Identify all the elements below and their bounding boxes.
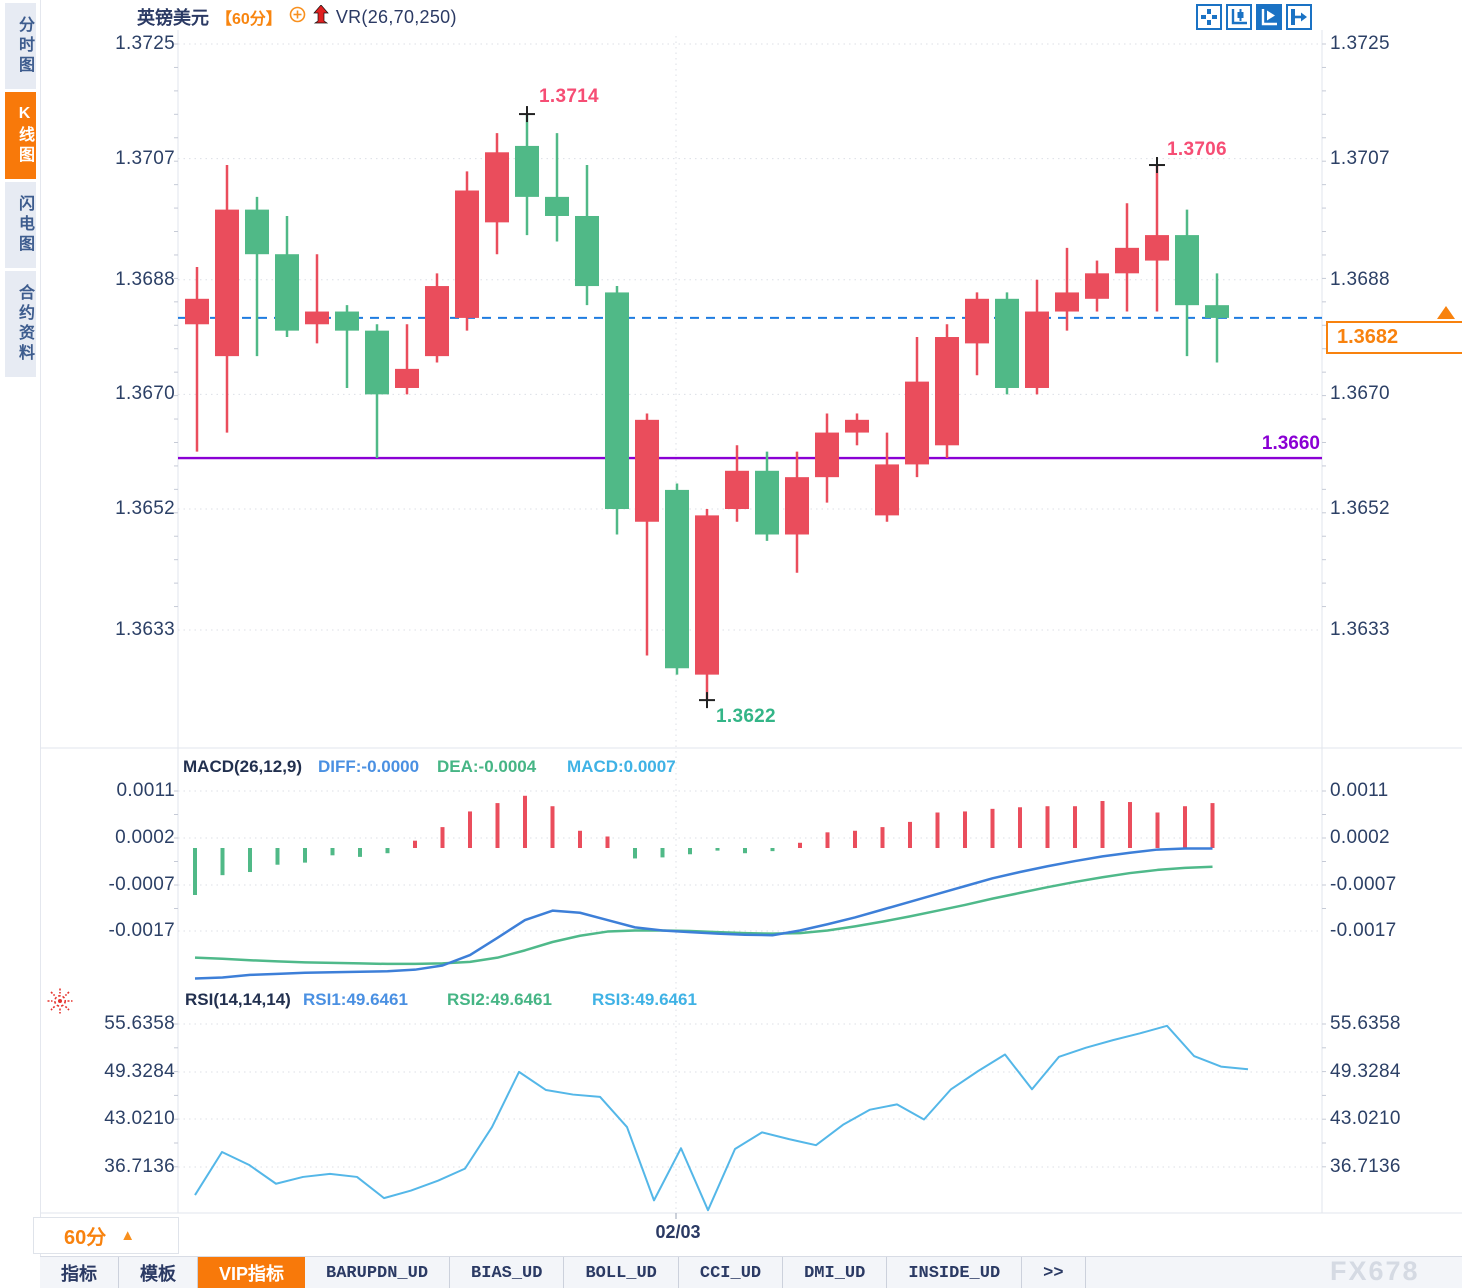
price-axis-right-3: 1.3688: [1330, 268, 1390, 290]
macd-axis-right-1: 0.0011: [1330, 780, 1389, 801]
sidebar: 分时图 K线图 闪电图 合约资料: [0, 0, 41, 1288]
price-axis-right-4: 1.3670: [1330, 383, 1390, 405]
watermark: FX678: [1330, 1256, 1420, 1286]
support-level-label: 1.3660: [1261, 433, 1320, 454]
bottom-tab-3[interactable]: VIP指标: [198, 1257, 306, 1288]
price-axis-right-5: 1.3652: [1330, 498, 1390, 519]
rsi-axis-left-4: 36.7136: [104, 1156, 175, 1177]
bottom-tab-10[interactable]: >>: [1022, 1257, 1086, 1288]
rsi-axis-right-3: 43.0210: [1330, 1108, 1401, 1129]
triangle-up-icon: ▲: [120, 1227, 136, 1244]
rsi-axis-left-3: 43.0210: [104, 1108, 175, 1129]
sidebar-tab-4[interactable]: 合约资料: [5, 271, 36, 377]
period-selector-label: 60分: [64, 1227, 107, 1249]
price-axis-right-1: 1.3725: [1330, 33, 1390, 54]
price-up-triangle-icon: [1437, 306, 1455, 319]
sidebar-tab-1[interactable]: 分时图: [5, 3, 36, 89]
macd-axis-left-2: 0.0002: [115, 827, 175, 848]
macd-axis-right-3: -0.0007: [1330, 874, 1397, 895]
price-axis-right-2: 1.3707: [1330, 147, 1390, 169]
exit-right-icon[interactable]: [1286, 4, 1312, 30]
macd-value: MACD:0.0007: [567, 757, 676, 776]
price-annotation-2: 1.3706: [1167, 139, 1227, 160]
period-selector[interactable]: 60分 ▲: [33, 1217, 179, 1254]
sidebar-tab-2[interactable]: K线图: [5, 92, 36, 179]
overlay-indicator-label: VR(26,70,250): [335, 6, 457, 27]
price-axis-left-6: 1.3633: [115, 619, 175, 641]
axis-play-icon[interactable]: [1256, 4, 1282, 30]
plus-circle-icon[interactable]: [289, 6, 306, 28]
macd-axis-right-4: -0.0017: [1330, 920, 1397, 941]
bottom-tab-1[interactable]: 指标: [40, 1257, 119, 1288]
rsi-axis-left-1: 55.6358: [104, 1013, 175, 1034]
price-axis-right-6: 1.3633: [1330, 619, 1390, 641]
chart-toolbar: [1196, 4, 1312, 30]
rsi-title: RSI(14,14,14): [185, 990, 291, 1009]
axis-candle-icon[interactable]: [1226, 4, 1252, 30]
period-label[interactable]: 【60分】: [216, 11, 282, 28]
macd-dea-value: DEA:-0.0004: [437, 757, 537, 776]
price-annotation-1: 1.3714: [539, 86, 599, 107]
bottom-tab-7[interactable]: CCI_UD: [679, 1257, 784, 1288]
rsi-axis-right-4: 36.7136: [1330, 1156, 1401, 1177]
rsi2-value: RSI2:49.6461: [447, 990, 552, 1009]
sidebar-tab-3[interactable]: 闪电图: [5, 182, 36, 268]
price-axis-left-2: 1.3707: [115, 147, 175, 169]
price-axis-left-5: 1.3652: [115, 498, 175, 519]
macd-axis-left-3: -0.0007: [108, 874, 175, 895]
macd-axis-right-2: 0.0002: [1330, 827, 1390, 848]
refresh-burst-icon[interactable]: [46, 987, 74, 1020]
macd-axis-left-4: -0.0017: [108, 920, 175, 941]
price-axis-left-1: 1.3725: [115, 33, 175, 54]
current-price-tag: 1.3682: [1326, 321, 1462, 354]
rsi-axis-right-2: 49.3284: [1330, 1061, 1401, 1082]
x-axis-date-label: 02/03: [655, 1222, 701, 1242]
rsi-axis-left-2: 49.3284: [104, 1061, 175, 1082]
price-axis-left-3: 1.3688: [115, 268, 175, 290]
bottom-tab-4[interactable]: BARUPDN_UD: [305, 1257, 451, 1288]
macd-title: MACD(26,12,9): [183, 757, 303, 776]
indicator-tab-bar: 指标 模板 VIP指标 BARUPDN_UD BIAS_UD BOLL_UD CCI_UD D…: [40, 1256, 1462, 1288]
bottom-tab-9[interactable]: INSIDE_UD: [887, 1257, 1023, 1288]
pan-cross-icon[interactable]: [1196, 4, 1222, 30]
bottom-tab-2[interactable]: 模板: [119, 1257, 198, 1288]
up-arrow-icon: [313, 4, 329, 29]
price-annotation-3: 1.3622: [716, 706, 776, 727]
rsi1-value: RSI1:49.6461: [303, 990, 408, 1009]
chart-title-row: 英镑美元 【60分】 VR(26,70,250): [137, 4, 457, 29]
macd-diff-value: DIFF:-0.0000: [318, 757, 420, 776]
rsi-axis-right-1: 55.6358: [1330, 1013, 1401, 1034]
bottom-tab-8[interactable]: DMI_UD: [783, 1257, 888, 1288]
symbol-name: 英镑美元: [137, 8, 209, 28]
bottom-tab-5[interactable]: BIAS_UD: [450, 1257, 565, 1288]
macd-axis-left-1: 0.0011: [116, 780, 175, 801]
bottom-tab-6[interactable]: BOLL_UD: [564, 1257, 679, 1288]
rsi3-value: RSI3:49.6461: [592, 990, 697, 1009]
price-axis-left-4: 1.3670: [115, 383, 175, 405]
